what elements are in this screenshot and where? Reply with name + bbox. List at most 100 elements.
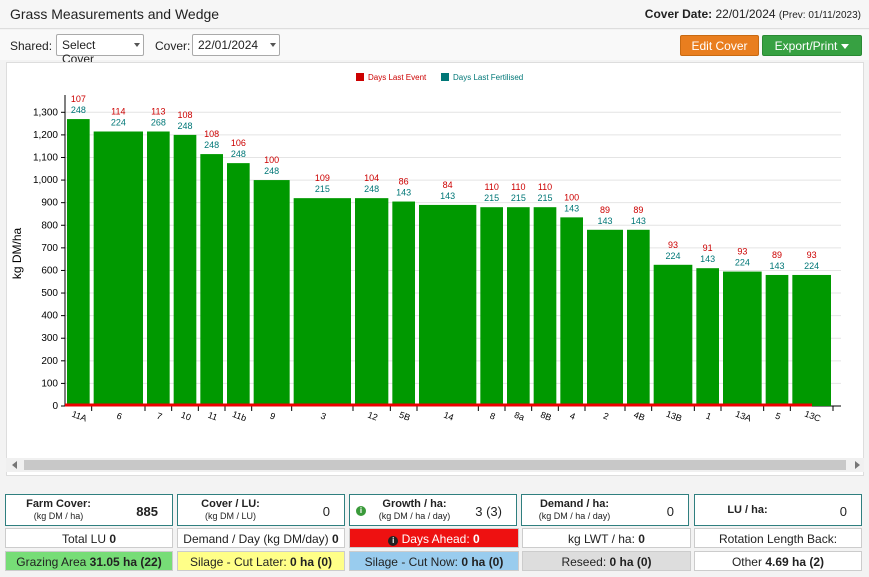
cover-select[interactable]: 22/01/2024 bbox=[192, 34, 280, 56]
bar-label-days-last-fertilised: 143 bbox=[700, 254, 715, 264]
farm-cover-box: Farm Cover: (kg DM / ha) 885 bbox=[5, 494, 173, 526]
info-icon[interactable]: i bbox=[356, 506, 366, 516]
export-print-button[interactable]: Export/Print bbox=[762, 35, 862, 56]
bar-label-days-last-event: 104 bbox=[364, 173, 379, 183]
export-print-label: Export/Print bbox=[774, 39, 838, 53]
grass-wedge-chart: 0 100 200 300 400 500 600 700 800 900 1,000 1,100 1,… bbox=[10, 73, 841, 424]
other-label: Other bbox=[731, 555, 762, 569]
info-icon[interactable]: i bbox=[388, 536, 399, 546]
bar-label-days-last-event: 86 bbox=[399, 177, 409, 187]
y-tick-label: 700 bbox=[41, 243, 58, 254]
grazing-area-cell[interactable]: Grazing Area 31.05 ha (22) bbox=[5, 551, 173, 571]
scroll-right-icon[interactable] bbox=[855, 461, 860, 469]
bar-12 bbox=[355, 198, 389, 406]
bar-label-days-last-fertilised: 215 bbox=[511, 193, 526, 203]
bar-label-days-last-fertilised: 248 bbox=[204, 140, 219, 150]
bar-label-days-last-event: 89 bbox=[633, 205, 643, 215]
y-tick-label: 200 bbox=[41, 356, 58, 367]
bar-label-days-last-fertilised: 248 bbox=[177, 121, 192, 131]
bar-label-days-last-event: 106 bbox=[231, 138, 246, 148]
growth-label: Growth / ha: bbox=[382, 498, 447, 510]
cover-date-info: Cover Date: 22/01/2024 (Prev: 01/11/2023… bbox=[645, 7, 861, 21]
y-tick-label: 600 bbox=[41, 265, 58, 276]
y-tick-label: 0 bbox=[52, 401, 58, 412]
bar-label-days-last-fertilised: 143 bbox=[440, 191, 455, 201]
growth-unit: (kg DM / ha / day) bbox=[378, 511, 451, 521]
bar-5 bbox=[765, 274, 789, 406]
silage-cut-now-value: 0 ha (0) bbox=[461, 555, 504, 569]
demand-day-cell: Demand / Day (kg DM/day) 0 bbox=[177, 528, 345, 548]
x-tick-label: 13A bbox=[734, 409, 752, 424]
y-tick-label: 800 bbox=[41, 220, 58, 231]
x-tick-label: 3 bbox=[319, 411, 327, 422]
bar-label-days-last-event: 110 bbox=[484, 182, 498, 192]
other-cell[interactable]: Other 4.69 ha (2) bbox=[694, 551, 862, 571]
bar-label-days-last-fertilised: 215 bbox=[484, 193, 499, 203]
x-tick-label: 1 bbox=[705, 411, 713, 422]
scroll-thumb[interactable] bbox=[24, 460, 846, 470]
previous-cover-date: (Prev: 01/11/2023) bbox=[778, 10, 861, 21]
reseed-value: 0 ha (0) bbox=[609, 555, 652, 569]
bar-label-days-last-fertilised: 215 bbox=[315, 184, 330, 194]
cover-label: Cover: bbox=[155, 39, 191, 53]
demand-day-label: Demand / Day (kg DM/day) bbox=[183, 532, 329, 546]
legend-swatch-days-last-fertilised bbox=[441, 73, 449, 81]
edit-cover-button[interactable]: Edit Cover bbox=[680, 35, 759, 56]
x-tick-label: 14 bbox=[442, 410, 455, 423]
controls-bar: Shared: Select Cover Cover: 22/01/2024 E… bbox=[0, 30, 869, 66]
x-tick-label: 11b bbox=[231, 409, 248, 423]
legend-label-days-last-event: Days Last Event bbox=[368, 73, 427, 82]
top-bar: Grass Measurements and Wedge Cover Date:… bbox=[0, 0, 869, 29]
y-tick-label: 1,100 bbox=[33, 152, 58, 163]
bar-label-days-last-fertilised: 224 bbox=[111, 118, 126, 128]
shared-select[interactable]: Select Cover bbox=[56, 34, 144, 66]
x-tick-label: 6 bbox=[115, 411, 123, 422]
bar-10 bbox=[173, 134, 197, 406]
scroll-left-icon[interactable] bbox=[12, 461, 17, 469]
other-value: 4.69 ha (2) bbox=[765, 555, 825, 569]
silage-cut-now-cell[interactable]: Silage - Cut Now: 0 ha (0) bbox=[349, 551, 519, 571]
bar-label-days-last-event: 108 bbox=[177, 110, 192, 120]
bar-5b bbox=[392, 201, 415, 406]
y-tick-label: 1,300 bbox=[33, 107, 58, 118]
bar-label-days-last-event: 93 bbox=[807, 250, 817, 260]
total-lu-label: Total LU bbox=[61, 532, 106, 546]
demand-day-value: 0 bbox=[332, 532, 339, 546]
reseed-cell[interactable]: Reseed: 0 ha (0) bbox=[522, 551, 691, 571]
legend-label-days-last-fertilised: Days Last Fertilised bbox=[453, 73, 523, 82]
demand-value: 0 bbox=[666, 504, 674, 519]
rotation-length-label: Rotation Length Back: bbox=[718, 532, 838, 546]
chart-panel: 0 100 200 300 400 500 600 700 800 900 1,000 1,100 1,… bbox=[6, 62, 864, 476]
demand-unit: (kg DM / ha / day) bbox=[538, 511, 611, 521]
legend-swatch-days-last-event bbox=[356, 73, 364, 81]
cover-lu-box: Cover / LU: (kg DM / LU) 0 bbox=[177, 494, 345, 526]
bar-4 bbox=[560, 217, 583, 406]
silage-cut-now-label: Silage - Cut Now: bbox=[364, 555, 458, 569]
cover-select-value: 22/01/2024 bbox=[198, 38, 259, 52]
chart-scrollbar[interactable] bbox=[6, 458, 864, 472]
bar-label-days-last-fertilised: 248 bbox=[364, 184, 379, 194]
bar-label-days-last-event: 91 bbox=[703, 243, 713, 253]
demand-label: Demand / ha: bbox=[539, 498, 610, 510]
silage-cut-later-cell[interactable]: Silage - Cut Later: 0 ha (0) bbox=[177, 551, 345, 571]
y-tick-label: 1,000 bbox=[33, 175, 58, 186]
bar-2 bbox=[587, 229, 623, 406]
y-tick-label: 400 bbox=[41, 311, 58, 322]
x-tick-label: 9 bbox=[269, 411, 277, 422]
x-tick-label: 11A bbox=[70, 409, 88, 424]
farm-cover-value: 885 bbox=[136, 504, 158, 519]
kg-lwt-label: kg LWT / ha: bbox=[568, 532, 635, 546]
caret-down-icon bbox=[841, 44, 850, 50]
bar-11a bbox=[67, 119, 90, 407]
bar-label-days-last-fertilised: 143 bbox=[631, 216, 646, 226]
growth-box: i Growth / ha: (kg DM / ha / day) 3 (3) bbox=[349, 494, 517, 526]
y-tick-label: 300 bbox=[41, 333, 58, 344]
bar-label-days-last-event: 100 bbox=[264, 155, 279, 165]
growth-value: 3 (3) bbox=[475, 504, 502, 519]
chevron-down-icon bbox=[134, 43, 140, 47]
bar-label-days-last-fertilised: 143 bbox=[597, 216, 612, 226]
bar-label-days-last-fertilised: 224 bbox=[804, 261, 819, 271]
x-tick-label: 8 bbox=[489, 411, 497, 422]
x-tick-label: 2 bbox=[602, 411, 610, 422]
rotation-length-cell: Rotation Length Back: bbox=[694, 528, 862, 548]
